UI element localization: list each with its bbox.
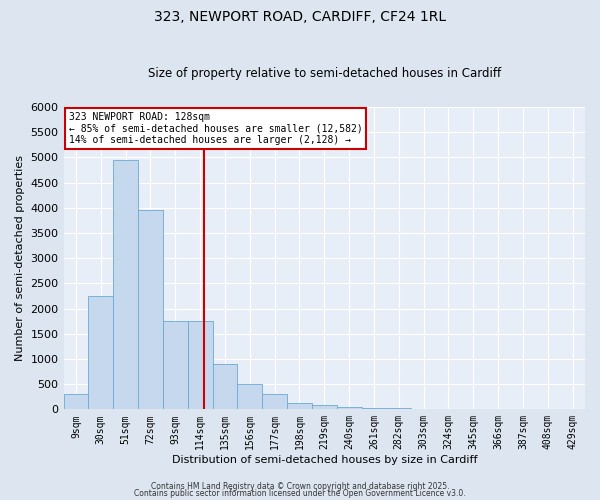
Text: Contains HM Land Registry data © Crown copyright and database right 2025.: Contains HM Land Registry data © Crown c…: [151, 482, 449, 491]
Bar: [188, 321, 212, 410]
Bar: [411, 409, 436, 410]
Bar: [386, 408, 411, 410]
Bar: [212, 364, 238, 410]
Y-axis label: Number of semi-detached properties: Number of semi-detached properties: [15, 155, 25, 361]
Bar: [163, 321, 188, 410]
Title: Size of property relative to semi-detached houses in Cardiff: Size of property relative to semi-detach…: [148, 66, 501, 80]
Bar: [238, 384, 262, 409]
Bar: [138, 210, 163, 410]
Text: Contains public sector information licensed under the Open Government Licence v3: Contains public sector information licen…: [134, 490, 466, 498]
Bar: [64, 394, 88, 409]
Bar: [88, 296, 113, 410]
Bar: [113, 160, 138, 410]
Bar: [337, 407, 362, 410]
Bar: [312, 406, 337, 409]
X-axis label: Distribution of semi-detached houses by size in Cardiff: Distribution of semi-detached houses by …: [172, 455, 477, 465]
Bar: [362, 408, 386, 410]
Bar: [287, 404, 312, 409]
Text: 323 NEWPORT ROAD: 128sqm
← 85% of semi-detached houses are smaller (12,582)
14% : 323 NEWPORT ROAD: 128sqm ← 85% of semi-d…: [69, 112, 362, 145]
Text: 323, NEWPORT ROAD, CARDIFF, CF24 1RL: 323, NEWPORT ROAD, CARDIFF, CF24 1RL: [154, 10, 446, 24]
Bar: [262, 394, 287, 409]
